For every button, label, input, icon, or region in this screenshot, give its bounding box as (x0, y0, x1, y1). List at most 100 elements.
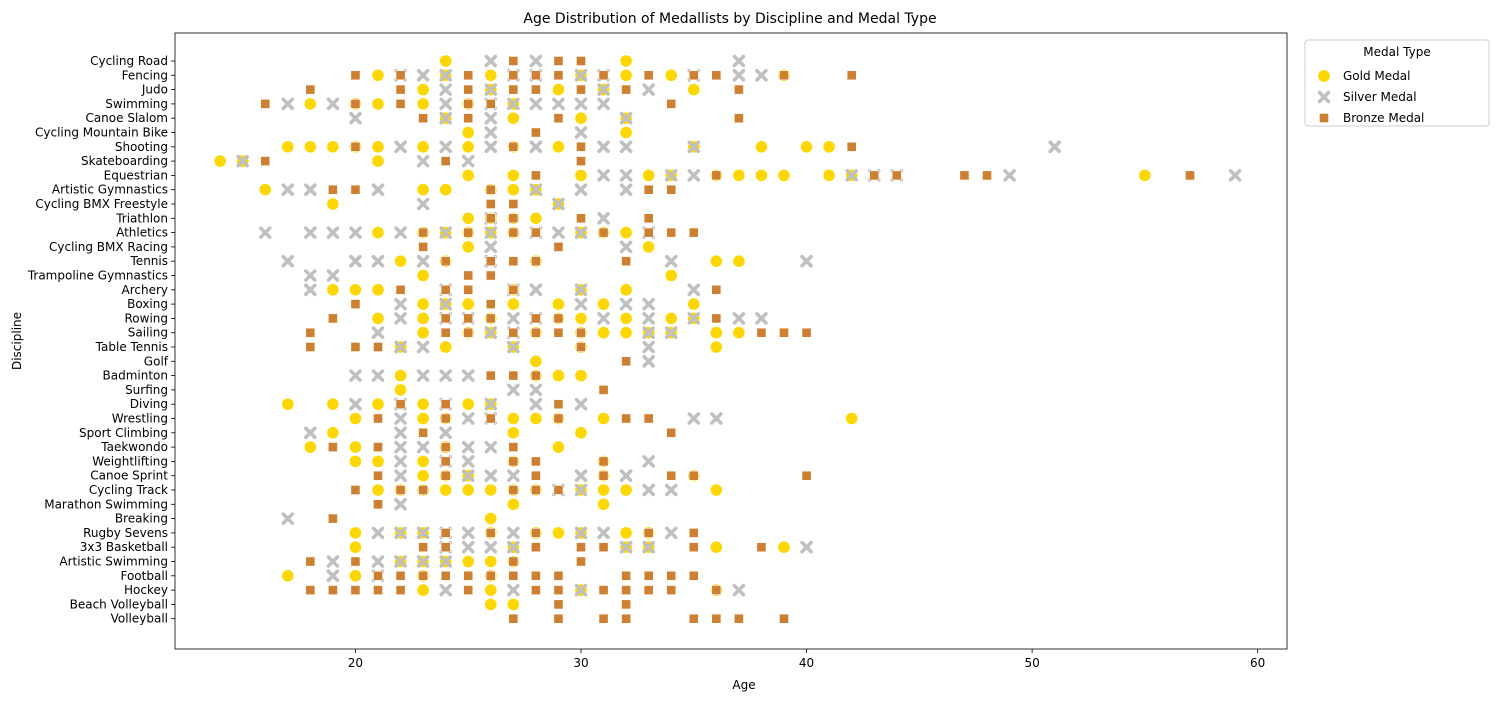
point-bronze-medal (598, 384, 609, 395)
point-silver-medal (664, 254, 678, 268)
point-bronze-medal (643, 570, 654, 581)
point-silver-medal (394, 226, 407, 239)
point-silver-medal (507, 340, 520, 354)
point-silver-medal (439, 111, 452, 125)
point-bronze-medal (350, 141, 361, 152)
point-bronze-medal (440, 527, 451, 538)
point-silver-medal (507, 312, 520, 325)
point-bronze-medal (305, 84, 316, 95)
point-silver-medal (416, 440, 430, 454)
point-silver-medal (394, 412, 407, 425)
point-gold-medal (709, 326, 723, 340)
point-silver-medal (484, 240, 498, 254)
point-bronze-medal (418, 542, 429, 553)
point-gold-medal (416, 583, 430, 597)
point-gold-medal (596, 411, 611, 426)
y-tick-label: Cycling BMX Racing (49, 240, 168, 254)
point-bronze-medal (733, 84, 744, 95)
point-gold-medal (506, 111, 520, 125)
point-silver-medal (529, 283, 543, 297)
point-bronze-medal (485, 270, 496, 281)
point-bronze-medal (350, 342, 361, 352)
point-gold-medal (709, 483, 723, 497)
point-bronze-medal (711, 284, 722, 295)
point-bronze-medal (711, 585, 722, 595)
point-gold-medal (551, 440, 566, 454)
point-silver-medal (394, 440, 407, 454)
point-gold-medal (551, 368, 566, 383)
point-silver-medal (597, 212, 610, 225)
y-tick-label: Weightlifting (92, 454, 168, 468)
legend-label-bronze-medal: Bronze Medal (1343, 111, 1424, 125)
point-gold-medal (461, 240, 475, 254)
point-gold-medal (461, 125, 475, 140)
point-bronze-medal (598, 470, 609, 481)
point-gold-medal (416, 469, 430, 483)
x-tick-label: 30 (573, 656, 588, 670)
point-silver-medal (461, 369, 475, 382)
point-silver-medal (642, 340, 655, 354)
point-bronze-medal (598, 613, 609, 624)
point-silver-medal (1228, 169, 1242, 182)
point-bronze-medal (395, 84, 406, 95)
point-silver-medal (619, 297, 633, 311)
point-silver-medal (484, 226, 498, 239)
point-silver-medal (687, 169, 701, 182)
point-gold-medal (822, 140, 836, 154)
y-tick-label: Artistic Swimming (59, 555, 168, 569)
y-tick-label: Shooting (115, 140, 168, 154)
point-gold-medal (281, 397, 295, 411)
point-silver-medal (484, 540, 498, 554)
point-bronze-medal (598, 70, 609, 81)
point-bronze-medal (666, 99, 677, 109)
x-tick-label: 60 (1250, 656, 1265, 670)
point-gold-medal (371, 311, 385, 325)
point-gold-medal (754, 168, 769, 182)
point-bronze-medal (553, 113, 564, 124)
point-silver-medal (574, 297, 588, 311)
y-tick-label: Equestrian (104, 168, 168, 182)
point-gold-medal (484, 583, 498, 597)
y-tick-label: Sailing (128, 326, 168, 340)
point-bronze-medal (869, 170, 880, 181)
point-gold-medal (574, 311, 588, 325)
point-bronze-medal (440, 399, 451, 410)
point-bronze-medal (373, 499, 383, 510)
point-gold-medal (348, 540, 363, 554)
point-bronze-medal (576, 213, 586, 224)
point-bronze-medal (643, 413, 654, 424)
point-bronze-medal (418, 227, 429, 238)
point-bronze-medal (485, 413, 496, 424)
point-bronze-medal (779, 70, 789, 81)
point-gold-medal (416, 97, 430, 111)
point-silver-medal (642, 355, 655, 368)
point-bronze-medal (576, 156, 586, 166)
point-gold-medal (551, 297, 566, 311)
point-bronze-medal (530, 70, 541, 81)
point-bronze-medal (440, 313, 451, 324)
point-bronze-medal (463, 570, 474, 581)
point-bronze-medal (711, 613, 722, 624)
point-bronze-medal (463, 99, 474, 109)
point-bronze-medal (530, 313, 541, 324)
point-gold-medal (529, 211, 543, 225)
point-silver-medal (394, 340, 407, 354)
point-gold-medal (596, 497, 611, 511)
point-bronze-medal (463, 327, 474, 338)
point-bronze-medal (576, 56, 586, 66)
y-tick-label: Beach Volleyball (70, 597, 168, 611)
point-silver-medal (371, 555, 385, 568)
point-bronze-medal (733, 613, 744, 624)
point-bronze-medal (440, 413, 451, 424)
point-silver-medal (664, 169, 678, 182)
point-silver-medal (349, 111, 362, 125)
point-gold-medal (371, 454, 385, 468)
point-bronze-medal (621, 356, 632, 367)
point-gold-medal (416, 411, 430, 426)
point-bronze-medal (530, 327, 541, 338)
point-bronze-medal (373, 342, 383, 352)
y-tick-label: Triathlon (115, 211, 168, 225)
point-bronze-medal (395, 99, 406, 109)
point-silver-medal (574, 397, 588, 411)
point-gold-medal (619, 68, 633, 82)
